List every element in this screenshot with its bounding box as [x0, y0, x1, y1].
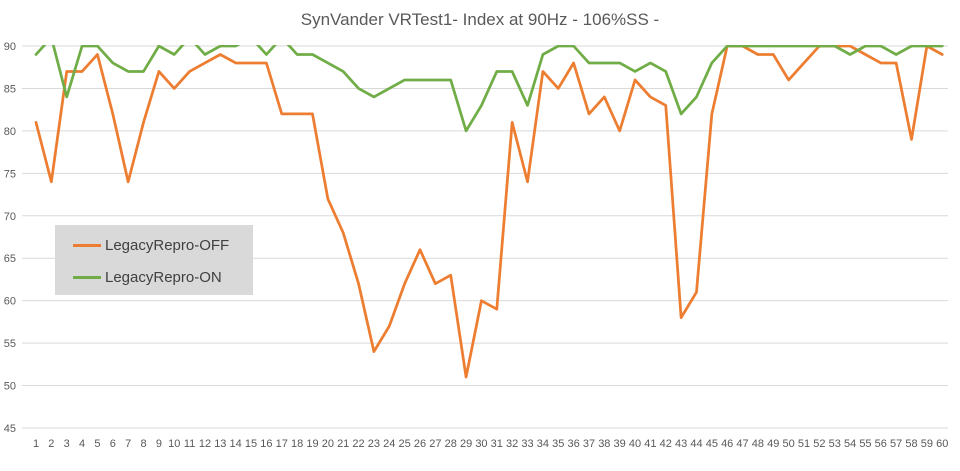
x-tick-label: 52	[813, 438, 825, 450]
x-tick-label: 1	[33, 438, 39, 450]
x-tick-label: 57	[890, 438, 902, 450]
y-tick-label: 60	[4, 296, 16, 308]
x-tick-label: 21	[337, 438, 349, 450]
x-tick-label: 60	[936, 438, 948, 450]
y-tick-label: 75	[4, 168, 16, 180]
x-tick-label: 50	[783, 438, 795, 450]
x-tick-label: 13	[214, 438, 226, 450]
x-tick-label: 40	[629, 438, 641, 450]
x-tick-label: 53	[829, 438, 841, 450]
x-axis-ticks: 1 2 3 4 5 6 7 8 9 10 11 12 13 14 15 16 17 18 19 20 21 22 23 24 2…	[33, 438, 948, 450]
x-tick-label: 31	[491, 438, 503, 450]
x-tick-label: 33	[521, 438, 533, 450]
y-tick-label: 85	[4, 83, 16, 95]
x-tick-label: 44	[690, 438, 702, 450]
x-tick-label: 32	[506, 438, 518, 450]
x-tick-label: 35	[552, 438, 564, 450]
x-tick-label: 9	[156, 438, 162, 450]
series-lines	[34, 45, 944, 379]
x-tick-label: 43	[675, 438, 687, 450]
x-tick-label: 17	[276, 438, 288, 450]
x-tick-label: 11	[184, 438, 195, 450]
y-tick-label: 45	[4, 423, 16, 435]
chart-title: SynVander VRTest1- Index at 90Hz - 106%S…	[300, 10, 660, 29]
x-tick-label: 29	[460, 438, 472, 450]
x-tick-label: 58	[905, 438, 917, 450]
legend: LegacyRepro-OFF LegacyRepro-ON	[55, 225, 253, 295]
y-tick-label: 55	[4, 338, 16, 350]
legend-label-on: LegacyRepro-ON	[105, 268, 222, 286]
y-tick-label: 50	[4, 381, 16, 393]
x-tick-label: 22	[352, 438, 364, 450]
x-tick-label: 24	[383, 438, 395, 450]
x-tick-label: 5	[94, 438, 100, 450]
x-tick-label: 39	[614, 438, 626, 450]
series-line-legacyrepro-off	[34, 45, 944, 379]
x-tick-label: 36	[567, 438, 579, 450]
x-tick-label: 25	[399, 438, 411, 450]
x-tick-label: 46	[721, 438, 733, 450]
x-tick-label: 55	[859, 438, 871, 450]
x-tick-label: 18	[291, 438, 303, 450]
x-tick-label: 20	[322, 438, 334, 450]
x-tick-label: 2	[48, 438, 54, 450]
x-tick-label: 49	[767, 438, 779, 450]
y-tick-label: 70	[4, 211, 16, 223]
legend-item-off: LegacyRepro-OFF	[73, 233, 229, 257]
x-tick-label: 14	[230, 438, 242, 450]
x-tick-label: 37	[583, 438, 595, 450]
x-tick-label: 27	[429, 438, 441, 450]
x-tick-label: 56	[875, 438, 887, 450]
legend-swatch-off	[73, 243, 101, 247]
y-tick-label: 80	[4, 126, 16, 138]
legend-label-off: LegacyRepro-OFF	[105, 236, 230, 254]
x-tick-label: 15	[245, 438, 257, 450]
x-tick-label: 23	[368, 438, 380, 450]
x-tick-label: 45	[706, 438, 718, 450]
x-tick-label: 48	[752, 438, 764, 450]
x-tick-label: 28	[445, 438, 457, 450]
gridlines	[22, 45, 948, 429]
x-tick-label: 16	[260, 438, 272, 450]
x-tick-label: 8	[140, 438, 146, 450]
series-line-legacyrepro-on	[34, 45, 944, 133]
x-tick-label: 7	[125, 438, 131, 450]
x-tick-label: 51	[798, 438, 810, 450]
x-tick-label: 41	[644, 438, 656, 450]
x-tick-label: 4	[79, 438, 85, 450]
x-tick-label: 59	[921, 438, 933, 450]
x-tick-label: 34	[537, 438, 549, 450]
x-tick-label: 3	[64, 438, 70, 450]
x-tick-label: 26	[414, 438, 426, 450]
legend-item-on: LegacyRepro-ON	[73, 265, 222, 289]
y-tick-label: 90	[4, 41, 16, 53]
x-tick-label: 10	[168, 438, 180, 450]
x-tick-label: 6	[110, 438, 116, 450]
x-tick-label: 47	[736, 438, 748, 450]
x-tick-label: 30	[475, 438, 487, 450]
x-tick-label: 54	[844, 438, 856, 450]
y-axis-ticks: 45 50 55 60 65 70 75 80 85 90	[4, 41, 16, 435]
legend-swatch-on	[73, 275, 101, 279]
y-tick-label: 65	[4, 253, 16, 265]
x-tick-label: 42	[660, 438, 672, 450]
x-tick-label: 19	[306, 438, 318, 450]
x-tick-label: 38	[598, 438, 610, 450]
x-tick-label: 12	[199, 438, 211, 450]
